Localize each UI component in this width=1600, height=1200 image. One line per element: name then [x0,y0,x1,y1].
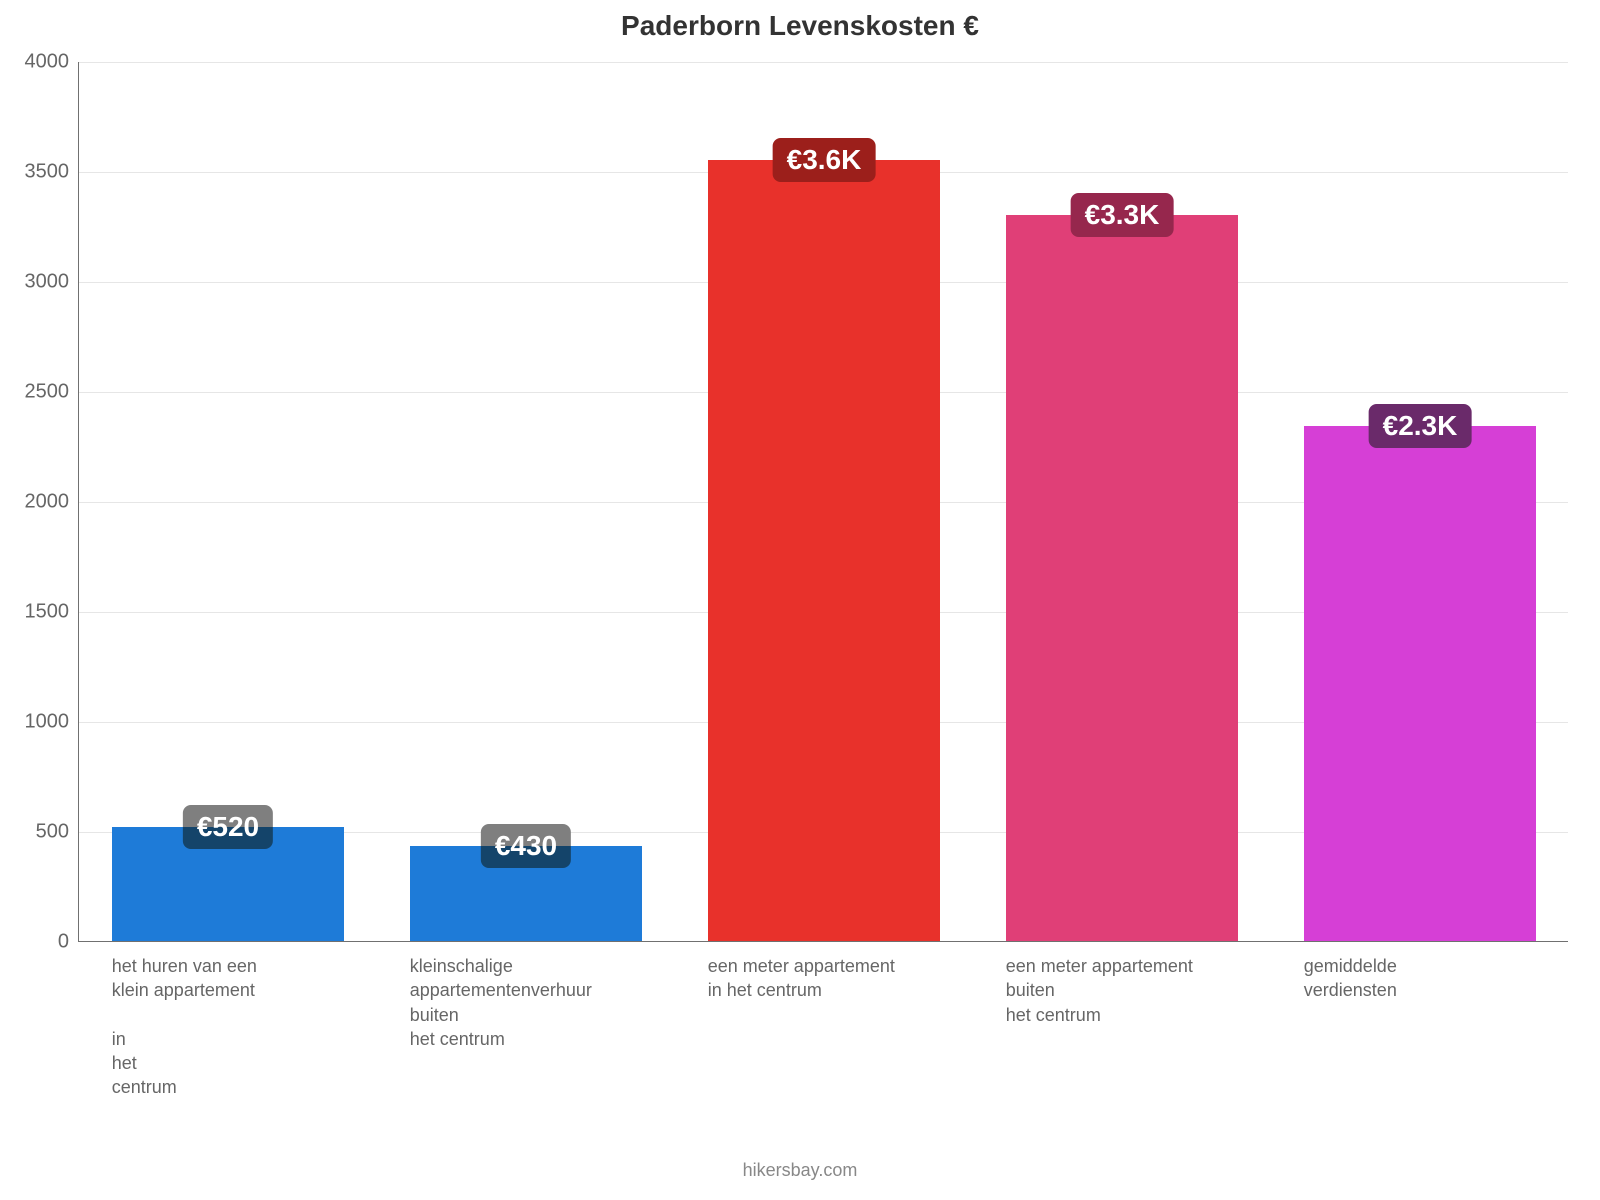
bar: €520 [112,827,344,941]
y-tick-label: 500 [36,821,79,844]
plot-area: 05001000150020002500300035004000€520het … [78,62,1568,942]
bar: €430 [410,846,642,941]
y-tick-label: 3000 [25,271,80,294]
bar: €3.3K [1006,215,1238,941]
chart-footer: hikersbay.com [0,1160,1600,1181]
x-tick-label: kleinschalige appartementenverhuur buite… [410,954,642,1051]
y-tick-label: 1000 [25,711,80,734]
value-badge: €430 [481,824,571,868]
y-tick-label: 2000 [25,491,80,514]
x-tick-label: het huren van een klein appartement in h… [112,954,344,1100]
chart-container: Paderborn Levenskosten € 050010001500200… [0,0,1600,1200]
bar: €2.3K [1304,426,1536,941]
x-tick-label: een meter appartement buiten het centrum [1006,954,1238,1027]
x-tick-label: een meter appartement in het centrum [708,954,940,1003]
y-tick-label: 4000 [25,51,80,74]
value-badge: €3.6K [773,138,876,182]
y-tick-label: 2500 [25,381,80,404]
gridline [79,62,1568,63]
value-badge: €2.3K [1369,404,1472,448]
x-tick-label: gemiddelde verdiensten [1304,954,1536,1003]
y-tick-label: 3500 [25,161,80,184]
value-badge: €3.3K [1071,193,1174,237]
y-tick-label: 1500 [25,601,80,624]
bar: €3.6K [708,160,940,941]
value-badge: €520 [183,805,273,849]
y-tick-label: 0 [58,931,79,954]
chart-title: Paderborn Levenskosten € [0,10,1600,42]
